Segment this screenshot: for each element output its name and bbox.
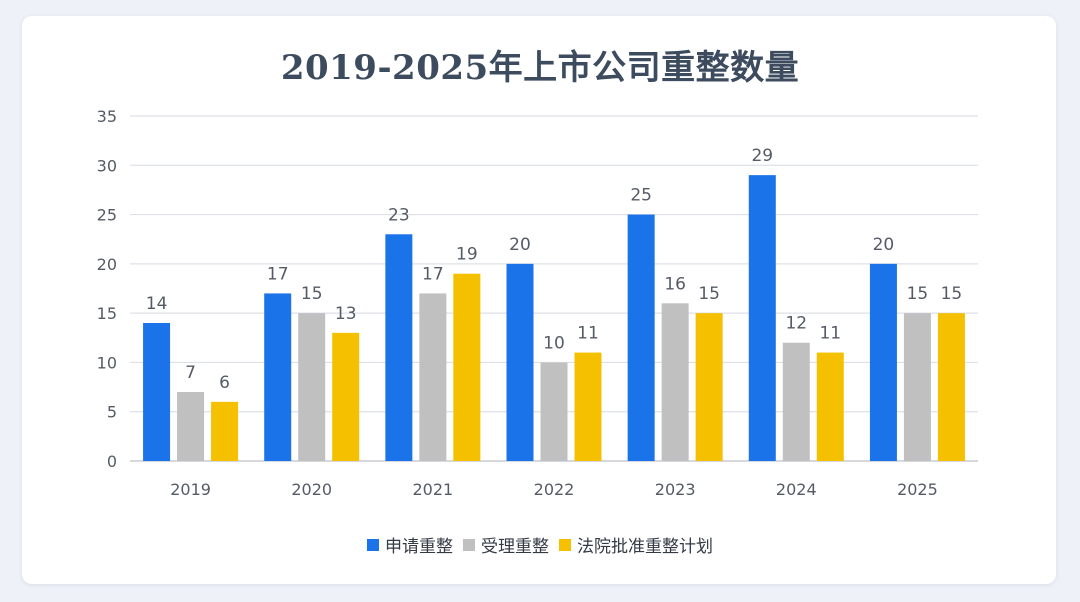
legend-swatch-approved [559,538,571,551]
data-label: 10 [543,333,565,353]
y-tick-label: 10 [97,353,117,372]
x-tick-label: 2024 [776,480,817,499]
legend-swatch-apply [367,538,379,551]
chart-title: 2019-2025年上市公司重整数量 [280,48,800,88]
legend-item-accepted: 受理重整 [463,532,549,557]
y-tick-label: 35 [97,107,117,126]
legend-label-apply: 申请重整 [385,537,453,557]
legend-item-apply: 申请重整 [367,532,453,557]
x-tick-label: 2021 [412,480,453,499]
data-label: 17 [422,264,444,284]
bar [695,313,723,461]
bar [903,313,931,461]
legend-label-approved: 法院批准重整计划 [577,537,713,557]
bar [177,392,205,461]
bar [506,263,534,461]
x-tick-label: 2023 [655,480,696,499]
data-label: 20 [873,235,895,255]
bar [627,214,655,461]
bar [143,323,171,461]
bar [869,263,897,461]
x-tick-label: 2022 [534,480,575,499]
data-label: 23 [388,205,410,225]
data-label: 6 [219,373,230,393]
data-label: 20 [509,235,531,255]
bar [385,234,413,461]
data-label: 11 [577,324,599,344]
data-label: 16 [664,274,686,294]
bar [540,362,568,461]
y-tick-label: 20 [97,255,117,274]
bar [264,293,292,461]
y-tick-label: 0 [107,452,117,471]
y-tick-label: 15 [97,304,117,323]
data-label: 14 [146,294,168,314]
y-tick-label: 5 [107,403,117,422]
data-label: 15 [301,284,323,304]
data-label: 12 [785,314,807,334]
data-label: 15 [698,284,720,304]
chart-legend: 申请重整 受理重整 法院批准重整计划 [0,532,1080,557]
data-label: 11 [819,324,841,344]
data-label: 7 [185,363,196,383]
data-label: 15 [941,284,963,304]
legend-label-accepted: 受理重整 [481,537,549,557]
bar [453,273,481,461]
data-label: 15 [907,284,929,304]
bar [419,293,447,461]
bar [211,401,239,461]
bar [816,352,844,461]
legend-swatch-accepted [463,538,475,551]
y-tick-label: 30 [97,156,117,175]
data-label: 17 [267,264,289,284]
bar [748,175,776,461]
bar [332,332,360,461]
data-label: 29 [751,146,773,166]
bar [661,303,689,461]
y-tick-label: 25 [97,206,117,225]
x-tick-label: 2025 [897,480,938,499]
legend-item-approved: 法院批准重整计划 [559,532,713,557]
data-label: 19 [456,245,478,265]
data-label: 25 [630,186,652,206]
bar [782,342,810,461]
data-labels: 14 7 6 17 15 13 23 17 19 20 10 11 25 16 15 29 12 11 20 15 15 [146,146,962,393]
x-tick-label: 2020 [291,480,332,499]
bar [937,313,965,461]
bar [298,313,326,461]
bar [574,352,602,461]
data-label: 13 [335,304,357,324]
x-tick-label: 2019 [170,480,211,499]
bars [143,175,965,461]
